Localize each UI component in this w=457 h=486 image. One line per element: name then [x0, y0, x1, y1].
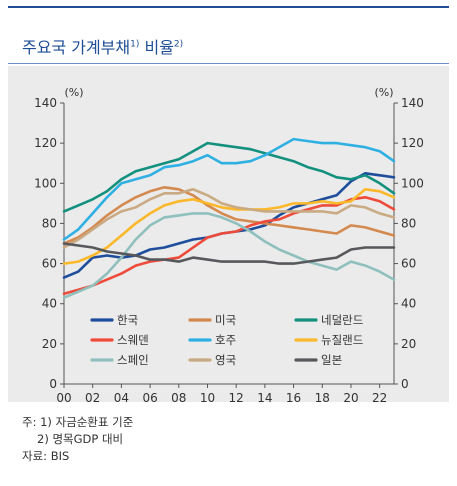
y-tick-label-right: 120	[401, 136, 424, 150]
y-tick-label-right: 140	[401, 96, 424, 110]
x-tick-label: 06	[142, 391, 157, 405]
y-tick-label-left: 80	[42, 216, 57, 230]
x-tick-label: 04	[114, 391, 129, 405]
y-tick-label-left: 20	[42, 337, 57, 351]
x-tick-label: 00	[56, 391, 71, 405]
title-footnote-2: 2)	[173, 39, 184, 50]
y-tick-label-left: 60	[42, 257, 57, 271]
x-tick-label: 16	[286, 391, 301, 405]
legend-label: 한국	[117, 313, 138, 327]
legend-label: 일본	[321, 353, 342, 367]
series-line-뉴질랜드	[62, 188, 396, 265]
x-tick-label: 12	[229, 391, 244, 405]
legend-label: 스웨덴	[117, 333, 149, 347]
y-tick-label-left: 120	[34, 136, 57, 150]
y-tick-label-right: 80	[401, 216, 416, 230]
y-unit-right: (%)	[374, 86, 393, 99]
legend-label: 영국	[215, 353, 236, 367]
title-text: 주요국 가계부채	[22, 38, 131, 57]
y-tick-label-right: 40	[401, 297, 416, 311]
series-line-일본	[62, 242, 396, 265]
legend-label: 호주	[215, 333, 236, 347]
footnote-1: 주: 1) 자금순환표 기준	[22, 415, 134, 429]
series-layer	[62, 137, 396, 300]
chart-title: 주요국 가계부채1) 비율2)	[22, 34, 183, 58]
footnote-2: 2) 명목GDP 대비	[37, 432, 124, 446]
x-tick-label: 10	[200, 391, 215, 405]
y-unit-left: (%)	[64, 86, 83, 99]
title-bar: 주요국 가계부채1) 비율2)	[8, 6, 449, 64]
title-text-ratio: 비율	[139, 38, 174, 57]
source-note: 자료: BIS	[22, 449, 70, 463]
x-tick-label: 20	[343, 391, 358, 405]
x-tick-label: 14	[257, 391, 272, 405]
series-line-미국	[62, 186, 396, 245]
y-tick-label-left: 100	[34, 176, 57, 190]
series-line-호주	[62, 137, 396, 241]
x-tick-label: 02	[85, 391, 100, 405]
footnotes: 주: 1) 자금순환표 기준 2) 명목GDP 대비 자료: BIS	[22, 414, 133, 465]
series-line-스페인	[62, 212, 396, 300]
y-tick-label-left: 0	[49, 377, 57, 391]
title-footnote-1: 1)	[130, 39, 140, 50]
legend-label: 네덜란드	[321, 313, 363, 327]
series-line-네덜란드	[62, 141, 396, 213]
y-tick-label-left: 140	[34, 96, 57, 110]
y-tick-label-right: 60	[401, 257, 416, 271]
y-tick-label-left: 40	[42, 297, 57, 311]
legend-label: 스페인	[117, 353, 149, 367]
x-tick-label: 18	[315, 391, 330, 405]
x-tick-label: 08	[171, 391, 186, 405]
y-tick-label-right: 100	[401, 176, 424, 190]
series-line-영국	[62, 188, 396, 249]
y-tick-label-right: 0	[401, 377, 409, 391]
legend-label: 뉴질랜드	[321, 333, 363, 347]
x-tick-label: 22	[372, 391, 387, 405]
legend-label: 미국	[215, 313, 236, 327]
series-line-스웨덴	[62, 196, 396, 296]
y-tick-label-right: 20	[401, 337, 416, 351]
